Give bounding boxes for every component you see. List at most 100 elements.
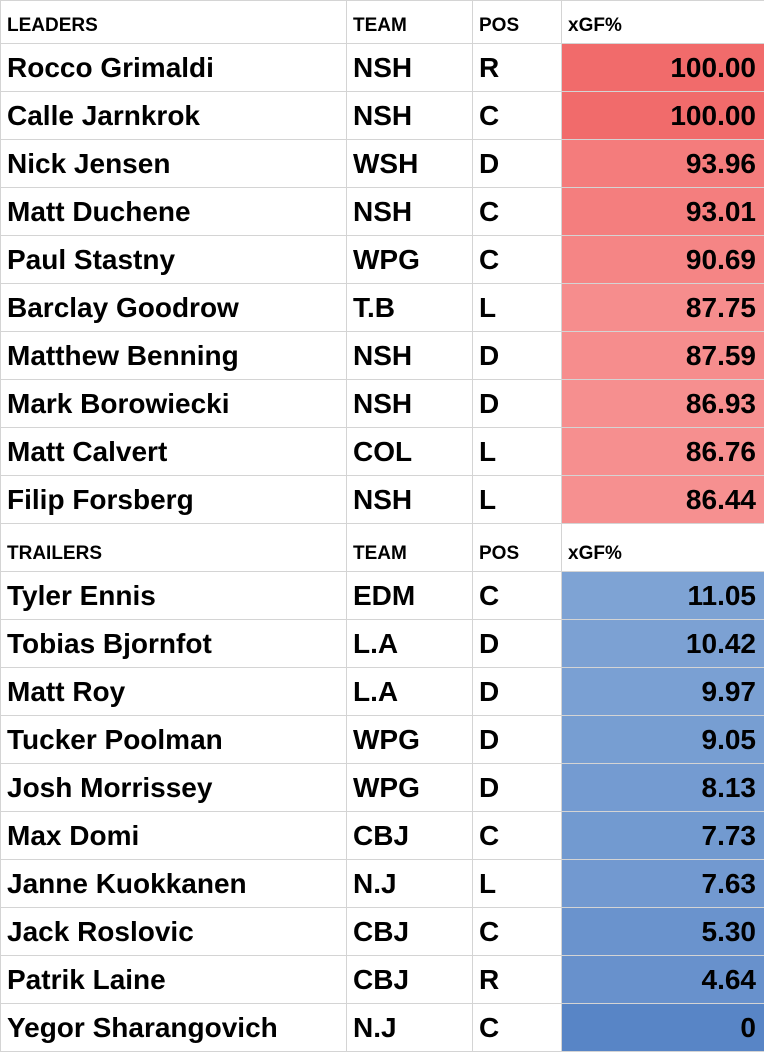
xgf-value-cell: 5.30: [562, 908, 764, 956]
position-cell: C: [473, 188, 562, 236]
xgf-value-cell: 86.76: [562, 428, 764, 476]
player-name-cell: Matt Roy: [1, 668, 347, 716]
leaders-header-name: LEADERS: [1, 1, 347, 44]
position-cell: L: [473, 860, 562, 908]
xgf-value-cell: 86.44: [562, 476, 764, 524]
team-cell: NSH: [347, 476, 473, 524]
trailers-header-name: TRAILERS: [1, 524, 347, 572]
team-cell: T.B: [347, 284, 473, 332]
team-cell: L.A: [347, 668, 473, 716]
xgf-value-cell: 0: [562, 1004, 764, 1052]
team-cell: NSH: [347, 188, 473, 236]
player-name-cell: Matt Duchene: [1, 188, 347, 236]
player-name-cell: Rocco Grimaldi: [1, 44, 347, 92]
xgf-value-cell: 93.96: [562, 140, 764, 188]
player-name-cell: Patrik Laine: [1, 956, 347, 1004]
team-cell: N.J: [347, 860, 473, 908]
position-cell: D: [473, 620, 562, 668]
position-cell: L: [473, 476, 562, 524]
player-name-cell: Tucker Poolman: [1, 716, 347, 764]
position-cell: L: [473, 284, 562, 332]
xgf-value-cell: 87.59: [562, 332, 764, 380]
xgf-value-cell: 87.75: [562, 284, 764, 332]
xgf-value-cell: 100.00: [562, 44, 764, 92]
position-cell: C: [473, 812, 562, 860]
team-cell: NSH: [347, 380, 473, 428]
player-name-cell: Barclay Goodrow: [1, 284, 347, 332]
player-name-cell: Yegor Sharangovich: [1, 1004, 347, 1052]
position-cell: C: [473, 236, 562, 284]
position-cell: C: [473, 908, 562, 956]
position-cell: D: [473, 332, 562, 380]
player-name-cell: Tyler Ennis: [1, 572, 347, 620]
team-cell: NSH: [347, 44, 473, 92]
xgf-value-cell: 100.00: [562, 92, 764, 140]
position-cell: L: [473, 428, 562, 476]
player-name-cell: Jack Roslovic: [1, 908, 347, 956]
position-cell: D: [473, 140, 562, 188]
player-name-cell: Mark Borowiecki: [1, 380, 347, 428]
position-cell: C: [473, 1004, 562, 1052]
team-cell: CBJ: [347, 908, 473, 956]
team-cell: WSH: [347, 140, 473, 188]
position-cell: D: [473, 380, 562, 428]
team-cell: CBJ: [347, 956, 473, 1004]
player-name-cell: Matt Calvert: [1, 428, 347, 476]
xgf-value-cell: 9.05: [562, 716, 764, 764]
leaders-header-row: LEADERS TEAM POS xGF%: [1, 1, 764, 44]
player-name-cell: Calle Jarnkrok: [1, 92, 347, 140]
leaders-header-stat: xGF%: [562, 1, 764, 44]
position-cell: C: [473, 92, 562, 140]
xgf-value-cell: 4.64: [562, 956, 764, 1004]
team-cell: WPG: [347, 764, 473, 812]
team-cell: CBJ: [347, 812, 473, 860]
position-cell: C: [473, 572, 562, 620]
trailers-header-team: TEAM: [347, 524, 473, 572]
player-name-cell: Filip Forsberg: [1, 476, 347, 524]
xgf-value-cell: 93.01: [562, 188, 764, 236]
team-cell: NSH: [347, 332, 473, 380]
player-name-cell: Janne Kuokkanen: [1, 860, 347, 908]
trailers-header-stat: xGF%: [562, 524, 764, 572]
player-name-cell: Max Domi: [1, 812, 347, 860]
team-cell: WPG: [347, 716, 473, 764]
xgf-value-cell: 8.13: [562, 764, 764, 812]
player-name-cell: Paul Stastny: [1, 236, 347, 284]
xgf-value-cell: 10.42: [562, 620, 764, 668]
team-cell: COL: [347, 428, 473, 476]
position-cell: D: [473, 668, 562, 716]
trailers-header-pos: POS: [473, 524, 562, 572]
player-name-cell: Matthew Benning: [1, 332, 347, 380]
team-cell: N.J: [347, 1004, 473, 1052]
xgf-value-cell: 7.63: [562, 860, 764, 908]
xgf-value-cell: 7.73: [562, 812, 764, 860]
leaders-header-team: TEAM: [347, 1, 473, 44]
trailers-header-row: TRAILERS TEAM POS xGF%: [1, 524, 764, 572]
leaders-header-pos: POS: [473, 1, 562, 44]
position-cell: D: [473, 716, 562, 764]
xgf-value-cell: 86.93: [562, 380, 764, 428]
xgf-value-cell: 11.05: [562, 572, 764, 620]
position-cell: D: [473, 764, 562, 812]
